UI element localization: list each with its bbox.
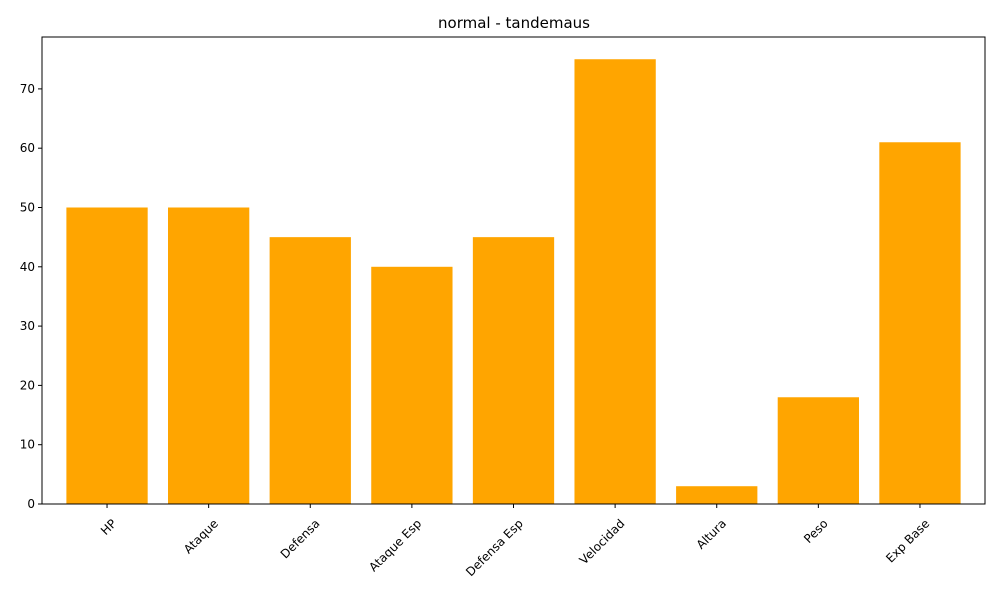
y-tick-label: 40: [20, 260, 35, 274]
y-tick-label: 60: [20, 141, 35, 155]
x-tick-label-defensa: Defensa: [278, 516, 323, 561]
bar-defensa: [269, 237, 351, 504]
y-tick-label: 50: [20, 200, 35, 214]
bar-altura: [676, 486, 758, 504]
x-tick-label-hp: HP: [98, 516, 119, 537]
bar-defensa-esp: [472, 237, 555, 504]
x-tick-label-ataque-esp: Ataque Esp: [366, 516, 424, 574]
y-tick-label: 70: [20, 82, 35, 96]
bar-exp-base: [879, 142, 961, 504]
plot-frame: [41, 36, 986, 505]
y-tick-label: 30: [20, 319, 35, 333]
x-tick-label-ataque: Ataque: [181, 516, 221, 556]
x-tick-label-exp-base: Exp Base: [883, 516, 932, 565]
bars-group: [66, 59, 961, 504]
x-axis-ticks: HP Ataque Defensa Ataque Esp Defensa Esp Velo…: [98, 504, 932, 579]
x-tick-label-velocidad: Velocidad: [577, 516, 628, 567]
y-tick-label: 20: [20, 378, 35, 392]
bar-velocidad: [574, 59, 656, 504]
x-tick-label-peso: Peso: [801, 516, 831, 546]
bar-peso: [777, 397, 859, 504]
bar-hp: [66, 207, 148, 504]
y-tick-label: 0: [27, 497, 35, 511]
bar-ataque: [168, 207, 250, 504]
x-tick-label-defensa-esp: Defensa Esp: [463, 516, 526, 579]
x-tick-label-altura: Altura: [694, 516, 729, 551]
y-axis-ticks: 0 10 20 30 40 50 60 70: [20, 82, 42, 511]
bar-ataque-esp: [371, 266, 453, 504]
chart-title: normal - tandemaus: [438, 14, 590, 32]
y-tick-label: 10: [20, 438, 35, 452]
